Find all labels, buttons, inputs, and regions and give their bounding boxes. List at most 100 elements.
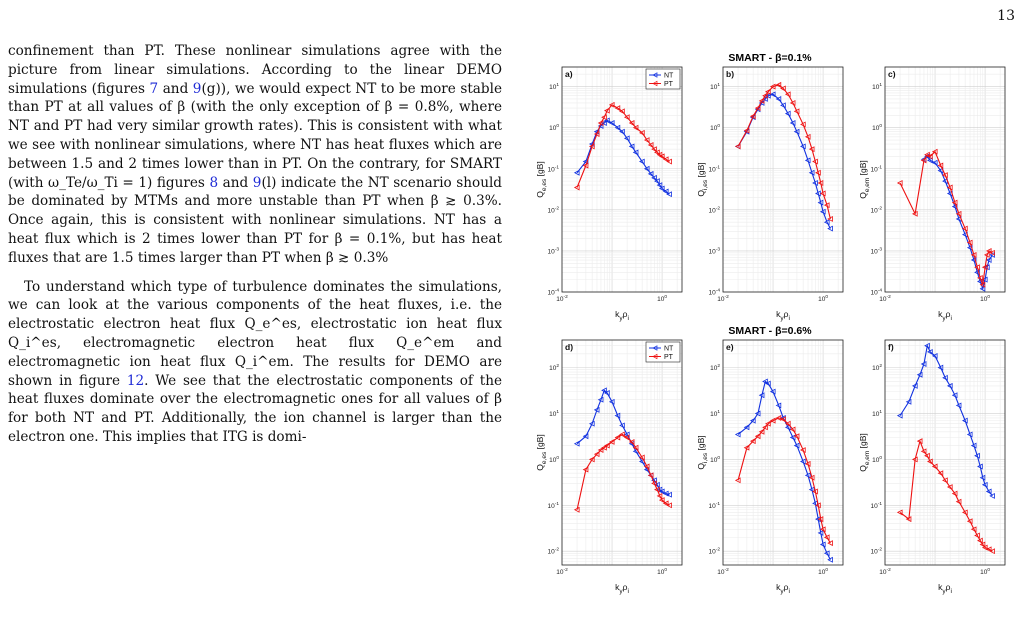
y-tick-label: 10-1: [709, 501, 721, 510]
data-point-PT: [743, 127, 750, 134]
data-point-NT: [970, 257, 977, 263]
x-tick-label: 100: [657, 294, 667, 303]
data-point-PT: [608, 101, 615, 108]
data-point-PT: [981, 264, 988, 271]
data-point-PT: [604, 107, 610, 114]
series-line-PT: [899, 150, 993, 285]
data-point-NT: [823, 219, 830, 226]
figure-ref-link[interactable]: 9: [252, 174, 262, 191]
data-point-NT: [639, 158, 645, 165]
data-point-NT: [808, 169, 815, 176]
data-point-PT: [966, 239, 973, 246]
data-point-PT: [597, 447, 604, 454]
x-tick-label: 10-2: [556, 567, 568, 576]
data-point-PT: [812, 488, 818, 495]
text-run: (g)), we would expect NT to be more stab…: [8, 80, 502, 191]
data-point-NT: [662, 188, 669, 195]
data-point-NT: [905, 398, 912, 405]
data-point-NT: [632, 149, 639, 156]
data-point-PT: [658, 153, 665, 160]
data-point-PT: [937, 470, 944, 477]
data-point-NT: [614, 412, 621, 419]
data-point-NT: [808, 486, 815, 493]
data-point-NT: [985, 488, 992, 495]
data-point-NT: [608, 398, 615, 405]
data-point-PT: [977, 537, 983, 544]
data-point-PT: [924, 151, 930, 158]
series-line-NT: [923, 155, 993, 291]
x-tick-label: 10-2: [879, 567, 891, 576]
figure-ref-link[interactable]: 7: [149, 80, 159, 97]
data-point-PT: [784, 420, 791, 427]
data-point-PT: [749, 438, 756, 445]
figure-ref-link[interactable]: 12: [126, 372, 145, 389]
plot-frame: [722, 66, 844, 293]
data-point-PT: [780, 85, 786, 92]
data-point-NT: [775, 96, 782, 102]
data-point-NT: [619, 128, 625, 135]
plot-frame: [884, 66, 1006, 293]
plot-frame: [722, 339, 844, 566]
data-point-NT: [623, 431, 630, 438]
data-point-PT: [775, 415, 782, 421]
legend-label-NT: NT: [664, 346, 674, 353]
data-point-NT: [804, 472, 811, 479]
data-point-PT: [588, 143, 595, 150]
data-point-NT: [619, 422, 625, 429]
x-tick-label: 100: [980, 294, 990, 303]
paragraph-1: confinement than PT. These nonlinear sim…: [8, 42, 502, 268]
y-tick-label: 10-1: [709, 164, 721, 173]
x-tick-label: 10-2: [717, 294, 729, 303]
data-point-PT: [765, 420, 771, 427]
page-number: 13: [997, 8, 1015, 24]
text-run: . We see that the electrostatic componen…: [8, 372, 502, 445]
data-point-PT: [754, 433, 761, 440]
y-tick-label: 101: [872, 82, 882, 91]
data-point-PT: [819, 190, 826, 197]
data-point-PT: [911, 210, 918, 217]
data-point-PT: [651, 146, 657, 153]
panel-e: 10-2 10-1 100 101 102 10-2 100 e) Qi,es [gB] kyρi: [696, 339, 844, 595]
data-point-PT: [905, 516, 912, 523]
x-axis-label: kyρi: [938, 309, 952, 322]
data-point-PT: [942, 172, 948, 179]
figure-ref-link[interactable]: 9: [192, 80, 202, 97]
data-point-PT: [812, 158, 818, 165]
series-line-NT: [899, 343, 993, 497]
data-point-PT: [979, 281, 986, 288]
data-point-NT: [931, 352, 938, 359]
data-point-NT: [601, 120, 607, 126]
data-point-NT: [734, 431, 741, 438]
row-title-beta-0.6: SMART - β=0.6%: [728, 325, 812, 337]
figure-ref-link[interactable]: 8: [209, 174, 219, 191]
data-point-NT: [780, 102, 786, 109]
data-point-NT: [819, 208, 826, 215]
x-axis-label: kyρi: [938, 582, 952, 595]
data-point-NT: [593, 406, 600, 413]
data-point-NT: [920, 361, 927, 367]
data-point-NT: [658, 488, 665, 495]
y-tick-label: 100: [710, 455, 720, 464]
data-point-NT: [604, 390, 610, 396]
data-point-PT: [573, 184, 580, 191]
data-point-PT: [966, 518, 973, 525]
data-point-PT: [643, 137, 650, 144]
panel-a: 10-4 10-3 10-2 10-1 100 101 10-2 100 a) Qe,es [gB…: [535, 66, 683, 322]
data-point-NT: [970, 442, 977, 449]
data-point-PT: [974, 532, 980, 539]
y-tick-label: 10-1: [548, 501, 560, 510]
legend-marker-PT: [652, 353, 658, 360]
data-point-NT: [588, 420, 595, 427]
y-tick-label: 101: [710, 82, 720, 91]
data-point-PT: [931, 148, 938, 155]
y-axis-label: Qe,em [gB]: [858, 160, 871, 199]
plot-area: [885, 340, 1005, 565]
data-point-PT: [827, 540, 833, 547]
data-point-PT: [734, 143, 741, 150]
data-point-NT: [793, 128, 800, 135]
data-point-NT: [817, 199, 824, 206]
y-tick-label: 100: [710, 123, 720, 132]
data-point-PT: [927, 153, 933, 160]
paragraph-2: To understand which type of turbulence d…: [8, 278, 502, 447]
data-point-NT: [800, 458, 806, 465]
